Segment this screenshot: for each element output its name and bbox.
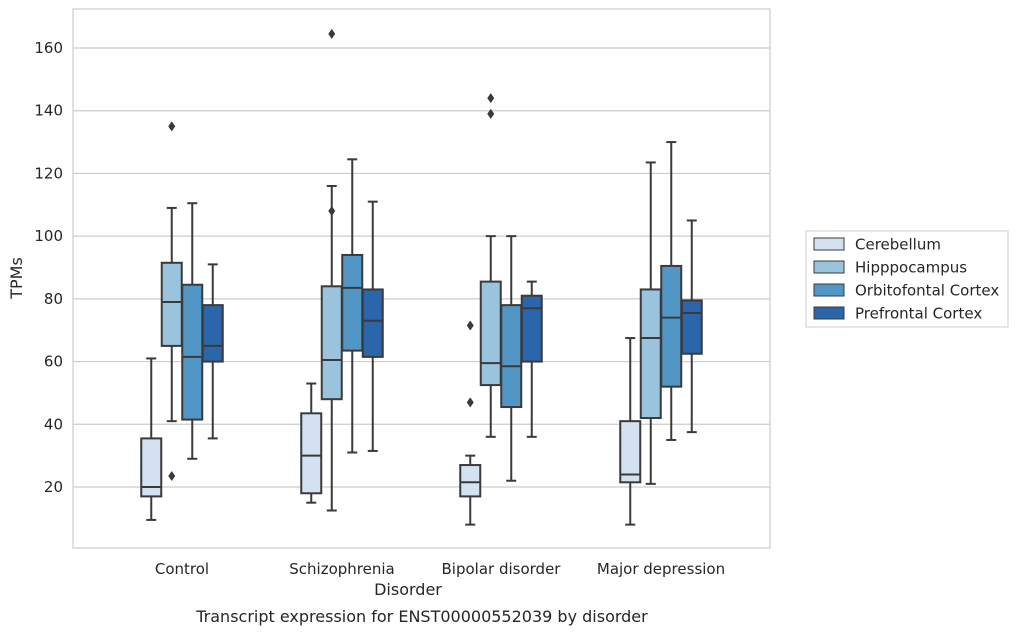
box-body [660,264,683,388]
y-axis-label: TPMs [7,257,26,300]
box-body [181,283,204,421]
box-body [300,412,323,495]
box-body [320,285,343,401]
box-series [140,28,703,526]
x-tick-label: Schizophrenia [289,560,394,578]
box-2-0 [181,202,204,460]
box-body [341,253,364,352]
box-1-3 [639,161,662,485]
box-body [639,288,662,420]
outlier-point [168,471,176,482]
legend-label: Prefrontal Cortex [855,305,982,323]
box-0-0 [140,357,163,521]
legend-swatch [813,260,845,274]
outlier-point [466,397,474,408]
legend-label: Cerebellum [855,236,941,254]
box-body [160,261,183,347]
box-3-2 [520,280,543,438]
x-tick-label: Bipolar disorder [442,560,562,578]
box-body [479,280,502,387]
box-body [140,437,163,498]
legend-swatch [813,306,845,320]
y-tick-label: 120 [34,164,63,182]
legend-label: Hipppocampus [855,259,967,277]
y-tick-labels: 20 40 60 80 100 120 140 160 [34,39,63,496]
box-body [619,420,642,484]
outlier-point [487,108,495,119]
outlier-point [328,28,336,39]
box-1-2 [479,93,502,438]
y-tick-label: 100 [34,227,63,245]
legend-swatch [813,283,845,297]
box-body [361,288,384,358]
x-axis-label: Disorder [374,580,442,599]
y-tick-label: 140 [34,102,63,120]
y-tick-label: 20 [44,478,63,496]
box-body [680,299,703,355]
box-0-1 [300,382,323,504]
outlier-point [487,93,495,104]
box-3-3 [680,219,703,434]
outlier-point [328,206,336,217]
y-tick-label: 60 [44,353,63,371]
plot-area-frame [72,8,771,549]
box-body [500,304,523,409]
chart-caption: Transcript expression for ENST0000055203… [195,607,648,626]
x-tick-label: Control [155,560,209,578]
y-tick-label: 80 [44,290,63,308]
box-0-3 [619,337,642,526]
box-0-2 [459,320,482,526]
y-tick-label: 40 [44,415,63,433]
box-body [520,294,543,363]
legend: Cerebellum Hipppocampus Orbitofontal Corte… [805,230,1009,328]
box-body [201,304,224,363]
box-3-1 [361,200,384,452]
y-tick-label: 160 [34,39,63,57]
legend-label: Orbitofontal Cortex [855,282,999,300]
x-tick-labels: Control Schizophrenia Bipolar disorder Majo… [155,560,725,578]
outlier-point [168,121,176,132]
legend-swatch [813,237,845,251]
box-body [459,464,482,498]
x-tick-label: Major depression [597,560,725,578]
box-2-1 [341,158,364,454]
outlier-point [466,320,474,331]
box-3-0 [201,263,224,440]
box-1-1 [320,28,343,512]
